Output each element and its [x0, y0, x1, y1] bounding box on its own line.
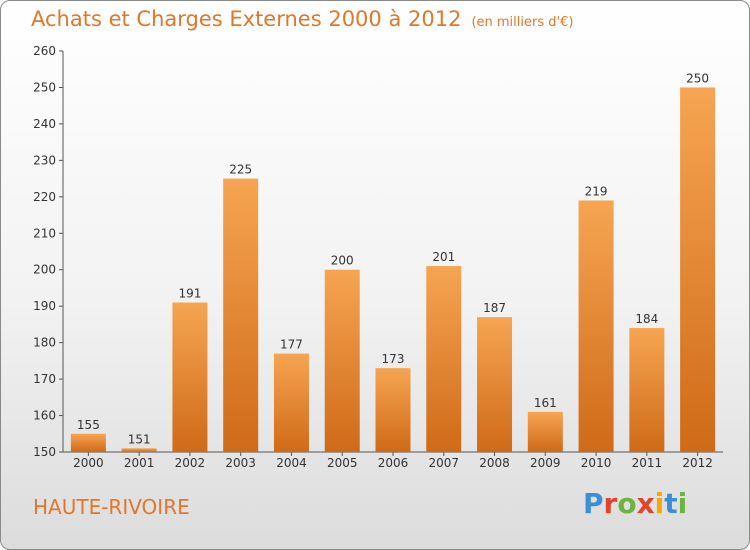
- logo-letter: r: [603, 487, 618, 520]
- bar-2009: [527, 411, 563, 452]
- bar-2011: [629, 328, 665, 452]
- data-label-2010: 219: [585, 184, 608, 198]
- y-tick-label: 250: [33, 80, 56, 94]
- data-label-2012: 250: [686, 71, 709, 85]
- bar-2002: [172, 302, 208, 452]
- bar-2003: [223, 178, 259, 452]
- data-label-2003: 225: [229, 163, 252, 177]
- chart-data-labels: 155 151 191 225 177 200 173 201 187 161 219 184 250: [77, 71, 709, 446]
- y-tick-label: 240: [33, 117, 56, 131]
- data-label-2000: 155: [77, 418, 100, 432]
- data-label-2006: 173: [382, 352, 405, 366]
- bar-2008: [477, 317, 513, 452]
- y-tick-label: 230: [33, 153, 56, 167]
- x-tick-label-2000: 2000: [73, 456, 104, 470]
- x-tick-label-2002: 2002: [175, 456, 206, 470]
- logo-letter: t: [664, 487, 678, 520]
- y-tick-label: 160: [33, 409, 56, 423]
- y-tick-label: 180: [33, 336, 56, 350]
- x-tick-label-2010: 2010: [581, 456, 612, 470]
- bar-2007: [426, 266, 462, 452]
- data-label-2008: 187: [483, 301, 506, 315]
- x-tick-label-2012: 2012: [682, 456, 713, 470]
- bar-2005: [324, 269, 360, 452]
- data-label-2002: 191: [178, 287, 201, 301]
- chart-axes: 150 160 170 180 190 200 210 220 230 240 250 260 2000…: [33, 44, 723, 470]
- chart-bars: [70, 87, 716, 453]
- x-tick-label-2008: 2008: [479, 456, 510, 470]
- x-tick-label-2003: 2003: [225, 456, 256, 470]
- y-tick-label: 200: [33, 263, 56, 277]
- logo-letter: o: [617, 487, 637, 520]
- x-tick-label-2011: 2011: [632, 456, 663, 470]
- data-label-2004: 177: [280, 338, 303, 352]
- y-tick-label: 150: [33, 445, 56, 459]
- bar-2010: [578, 200, 614, 452]
- proxiti-logo[interactable]: Proxiti: [583, 487, 687, 520]
- bar-2000: [70, 433, 106, 452]
- logo-letter: i: [677, 487, 688, 520]
- chart-title: Achats et Charges Externes 2000 à 2012 (e…: [31, 7, 573, 31]
- y-tick-label: 260: [33, 44, 56, 58]
- bar-2012: [680, 87, 716, 453]
- data-label-2005: 200: [331, 254, 354, 268]
- logo-letter: P: [583, 487, 604, 520]
- chart-unit: (en milliers d'€): [471, 15, 574, 30]
- bar-2001: [121, 448, 157, 452]
- x-tick-label-2001: 2001: [124, 456, 155, 470]
- logo-letter: x: [636, 487, 655, 520]
- y-tick-label: 210: [33, 226, 56, 240]
- data-label-2009: 161: [534, 396, 557, 410]
- x-tick-label-2004: 2004: [276, 456, 307, 470]
- bar-2004: [273, 353, 309, 452]
- x-tick-label-2009: 2009: [530, 456, 561, 470]
- place-name: HAUTE-RIVOIRE: [33, 495, 190, 519]
- y-tick-label: 190: [33, 299, 56, 313]
- y-tick-label: 220: [33, 190, 56, 204]
- x-tick-label-2006: 2006: [378, 456, 409, 470]
- chart-title-text: Achats et Charges Externes 2000 à 2012: [31, 7, 462, 31]
- bar-2006: [375, 368, 411, 452]
- x-tick-label-2007: 2007: [428, 456, 459, 470]
- data-label-2011: 184: [635, 312, 658, 326]
- data-label-2001: 151: [128, 432, 151, 446]
- logo-letter: i: [654, 487, 665, 520]
- y-tick-label: 170: [33, 372, 56, 386]
- data-label-2007: 201: [432, 250, 455, 264]
- x-tick-label-2005: 2005: [327, 456, 358, 470]
